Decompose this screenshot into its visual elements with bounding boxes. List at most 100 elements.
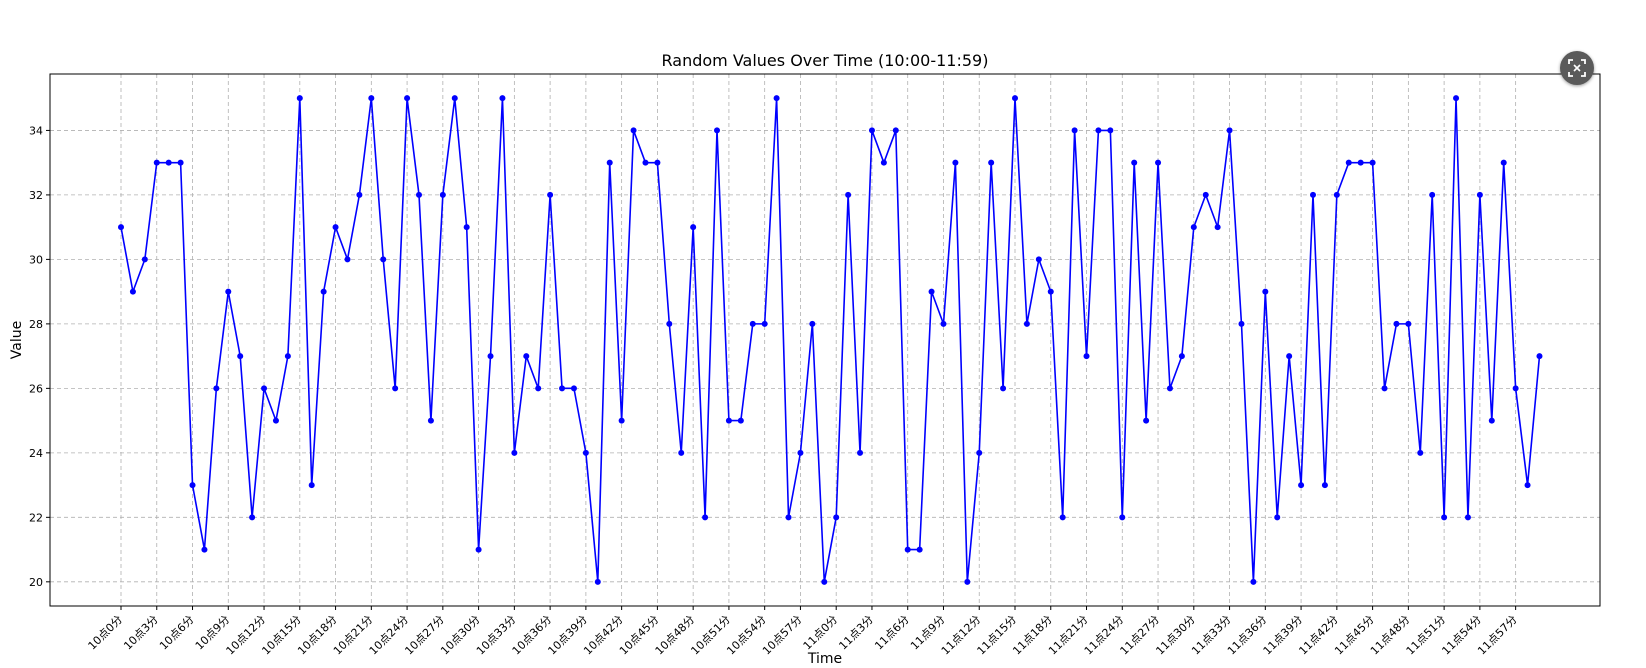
data-point (976, 449, 983, 456)
data-point (749, 320, 756, 327)
x-tick-label: 10点6分 (157, 613, 197, 653)
data-point (165, 159, 172, 166)
fullscreen-exit-button[interactable] (1560, 51, 1594, 85)
data-point (1238, 320, 1245, 327)
x-tick-label: 11点6分 (872, 613, 912, 653)
data-point (714, 127, 720, 134)
data-point (857, 449, 864, 456)
data-point (392, 385, 399, 392)
y-axis-label: Value (9, 321, 25, 359)
data-point (1464, 514, 1471, 521)
data-point (1286, 353, 1293, 360)
data-point (880, 159, 887, 166)
data-point (809, 320, 816, 327)
data-point (570, 385, 577, 392)
data-point (535, 385, 542, 392)
data-point (678, 449, 685, 456)
data-point (416, 191, 422, 198)
x-tick-label: 10点57分 (760, 613, 805, 658)
data-point (1524, 482, 1531, 489)
data-point (1333, 191, 1340, 198)
data-point (1369, 159, 1376, 166)
data-point (1155, 159, 1162, 166)
data-point (1059, 514, 1066, 521)
y-tick-label: 26 (29, 382, 43, 395)
data-point (225, 288, 232, 295)
data-point (463, 224, 470, 231)
data-point (1429, 191, 1436, 198)
y-axis-ticks: 20 22 24 26 28 30 32 34 (29, 124, 50, 589)
data-point (1095, 127, 1102, 134)
data-point (1023, 320, 1030, 327)
y-tick-label: 34 (29, 124, 43, 137)
data-point (404, 95, 411, 102)
data-point (368, 95, 375, 102)
data-point (1226, 127, 1233, 134)
data-point (928, 288, 935, 295)
data-point (1071, 127, 1078, 134)
data-point (725, 417, 732, 424)
data-point (547, 191, 554, 198)
x-axis-label: Time (807, 651, 842, 667)
data-point (1298, 482, 1305, 489)
x-tick-label: 11点57分 (1475, 613, 1520, 658)
data-point (427, 417, 434, 424)
data-point (356, 191, 363, 198)
data-point (868, 127, 875, 134)
data-point (785, 514, 792, 521)
data-point (1214, 224, 1221, 231)
data-point (952, 159, 959, 166)
grid-layer (50, 74, 1600, 606)
data-point (654, 159, 661, 166)
data-point (1500, 159, 1507, 166)
data-point (606, 159, 613, 166)
data-point (523, 353, 530, 360)
data-point (1119, 514, 1126, 521)
x-tick-label: 11点0分 (801, 613, 841, 653)
data-point (272, 417, 279, 424)
data-point (237, 353, 244, 360)
data-point (988, 159, 995, 166)
data-point (1274, 514, 1281, 521)
data-point (1000, 385, 1007, 392)
data-point (1512, 385, 1519, 392)
y-tick-label: 24 (29, 447, 43, 460)
series-line-layer (120, 97, 1541, 583)
data-point (630, 127, 637, 134)
data-point (320, 288, 327, 295)
data-point (213, 385, 220, 392)
series-points-layer (118, 95, 1543, 585)
data-point (308, 482, 315, 489)
data-point (1202, 191, 1209, 198)
data-point (439, 191, 446, 198)
y-tick-label: 20 (29, 576, 43, 589)
x-tick-label: 10点3分 (121, 613, 161, 653)
data-point (1381, 385, 1388, 392)
y-tick-label: 22 (29, 511, 43, 524)
data-point (284, 353, 291, 360)
data-point (1357, 159, 1364, 166)
data-point (666, 320, 673, 327)
data-point (916, 546, 923, 553)
data-point (1047, 288, 1054, 295)
data-point (261, 385, 268, 392)
data-point (1250, 578, 1257, 585)
plot-frame (49, 73, 1601, 607)
data-point (845, 191, 852, 198)
data-point (153, 159, 160, 166)
data-point (1166, 385, 1173, 392)
data-point (702, 514, 709, 521)
data-point (1476, 191, 1483, 198)
x-tick-label: 11点3分 (836, 613, 876, 653)
data-point (1107, 127, 1114, 134)
data-point (511, 449, 518, 456)
data-point (594, 578, 601, 585)
data-point (1453, 95, 1460, 102)
data-point (690, 224, 697, 231)
data-point (129, 288, 136, 295)
y-tick-label: 32 (29, 189, 43, 202)
data-point (1143, 417, 1150, 424)
data-point (487, 353, 494, 360)
data-point (1262, 288, 1269, 295)
